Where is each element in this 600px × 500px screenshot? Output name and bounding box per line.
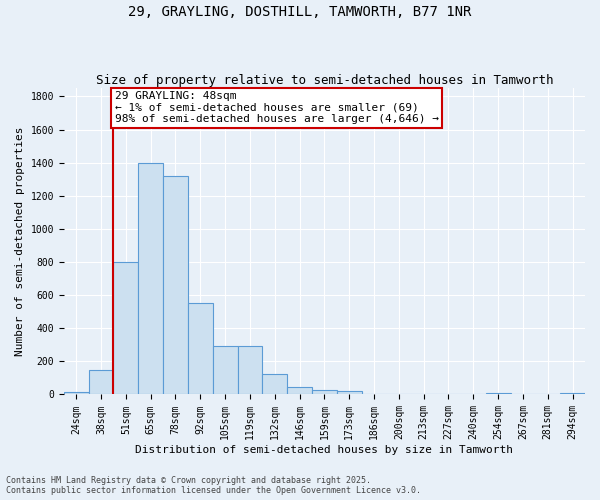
Bar <box>212 346 238 395</box>
Title: Size of property relative to semi-detached houses in Tamworth: Size of property relative to semi-detach… <box>95 74 553 87</box>
Text: 29 GRAYLING: 48sqm
← 1% of semi-detached houses are smaller (69)
98% of semi-det: 29 GRAYLING: 48sqm ← 1% of semi-detached… <box>115 91 439 124</box>
Y-axis label: Number of semi-detached properties: Number of semi-detached properties <box>15 126 25 356</box>
Bar <box>163 176 188 394</box>
Text: 29, GRAYLING, DOSTHILL, TAMWORTH, B77 1NR: 29, GRAYLING, DOSTHILL, TAMWORTH, B77 1N… <box>128 5 472 19</box>
Text: Contains HM Land Registry data © Crown copyright and database right 2025.
Contai: Contains HM Land Registry data © Crown c… <box>6 476 421 495</box>
Bar <box>89 370 113 394</box>
Bar <box>337 391 362 394</box>
Bar <box>138 162 163 394</box>
Bar <box>560 393 585 394</box>
Bar <box>486 393 511 394</box>
Bar <box>113 262 138 394</box>
X-axis label: Distribution of semi-detached houses by size in Tamworth: Distribution of semi-detached houses by … <box>136 445 514 455</box>
Bar <box>287 387 312 394</box>
Bar <box>262 374 287 394</box>
Bar <box>188 304 212 394</box>
Bar <box>312 390 337 394</box>
Bar <box>64 392 89 394</box>
Bar <box>238 346 262 395</box>
